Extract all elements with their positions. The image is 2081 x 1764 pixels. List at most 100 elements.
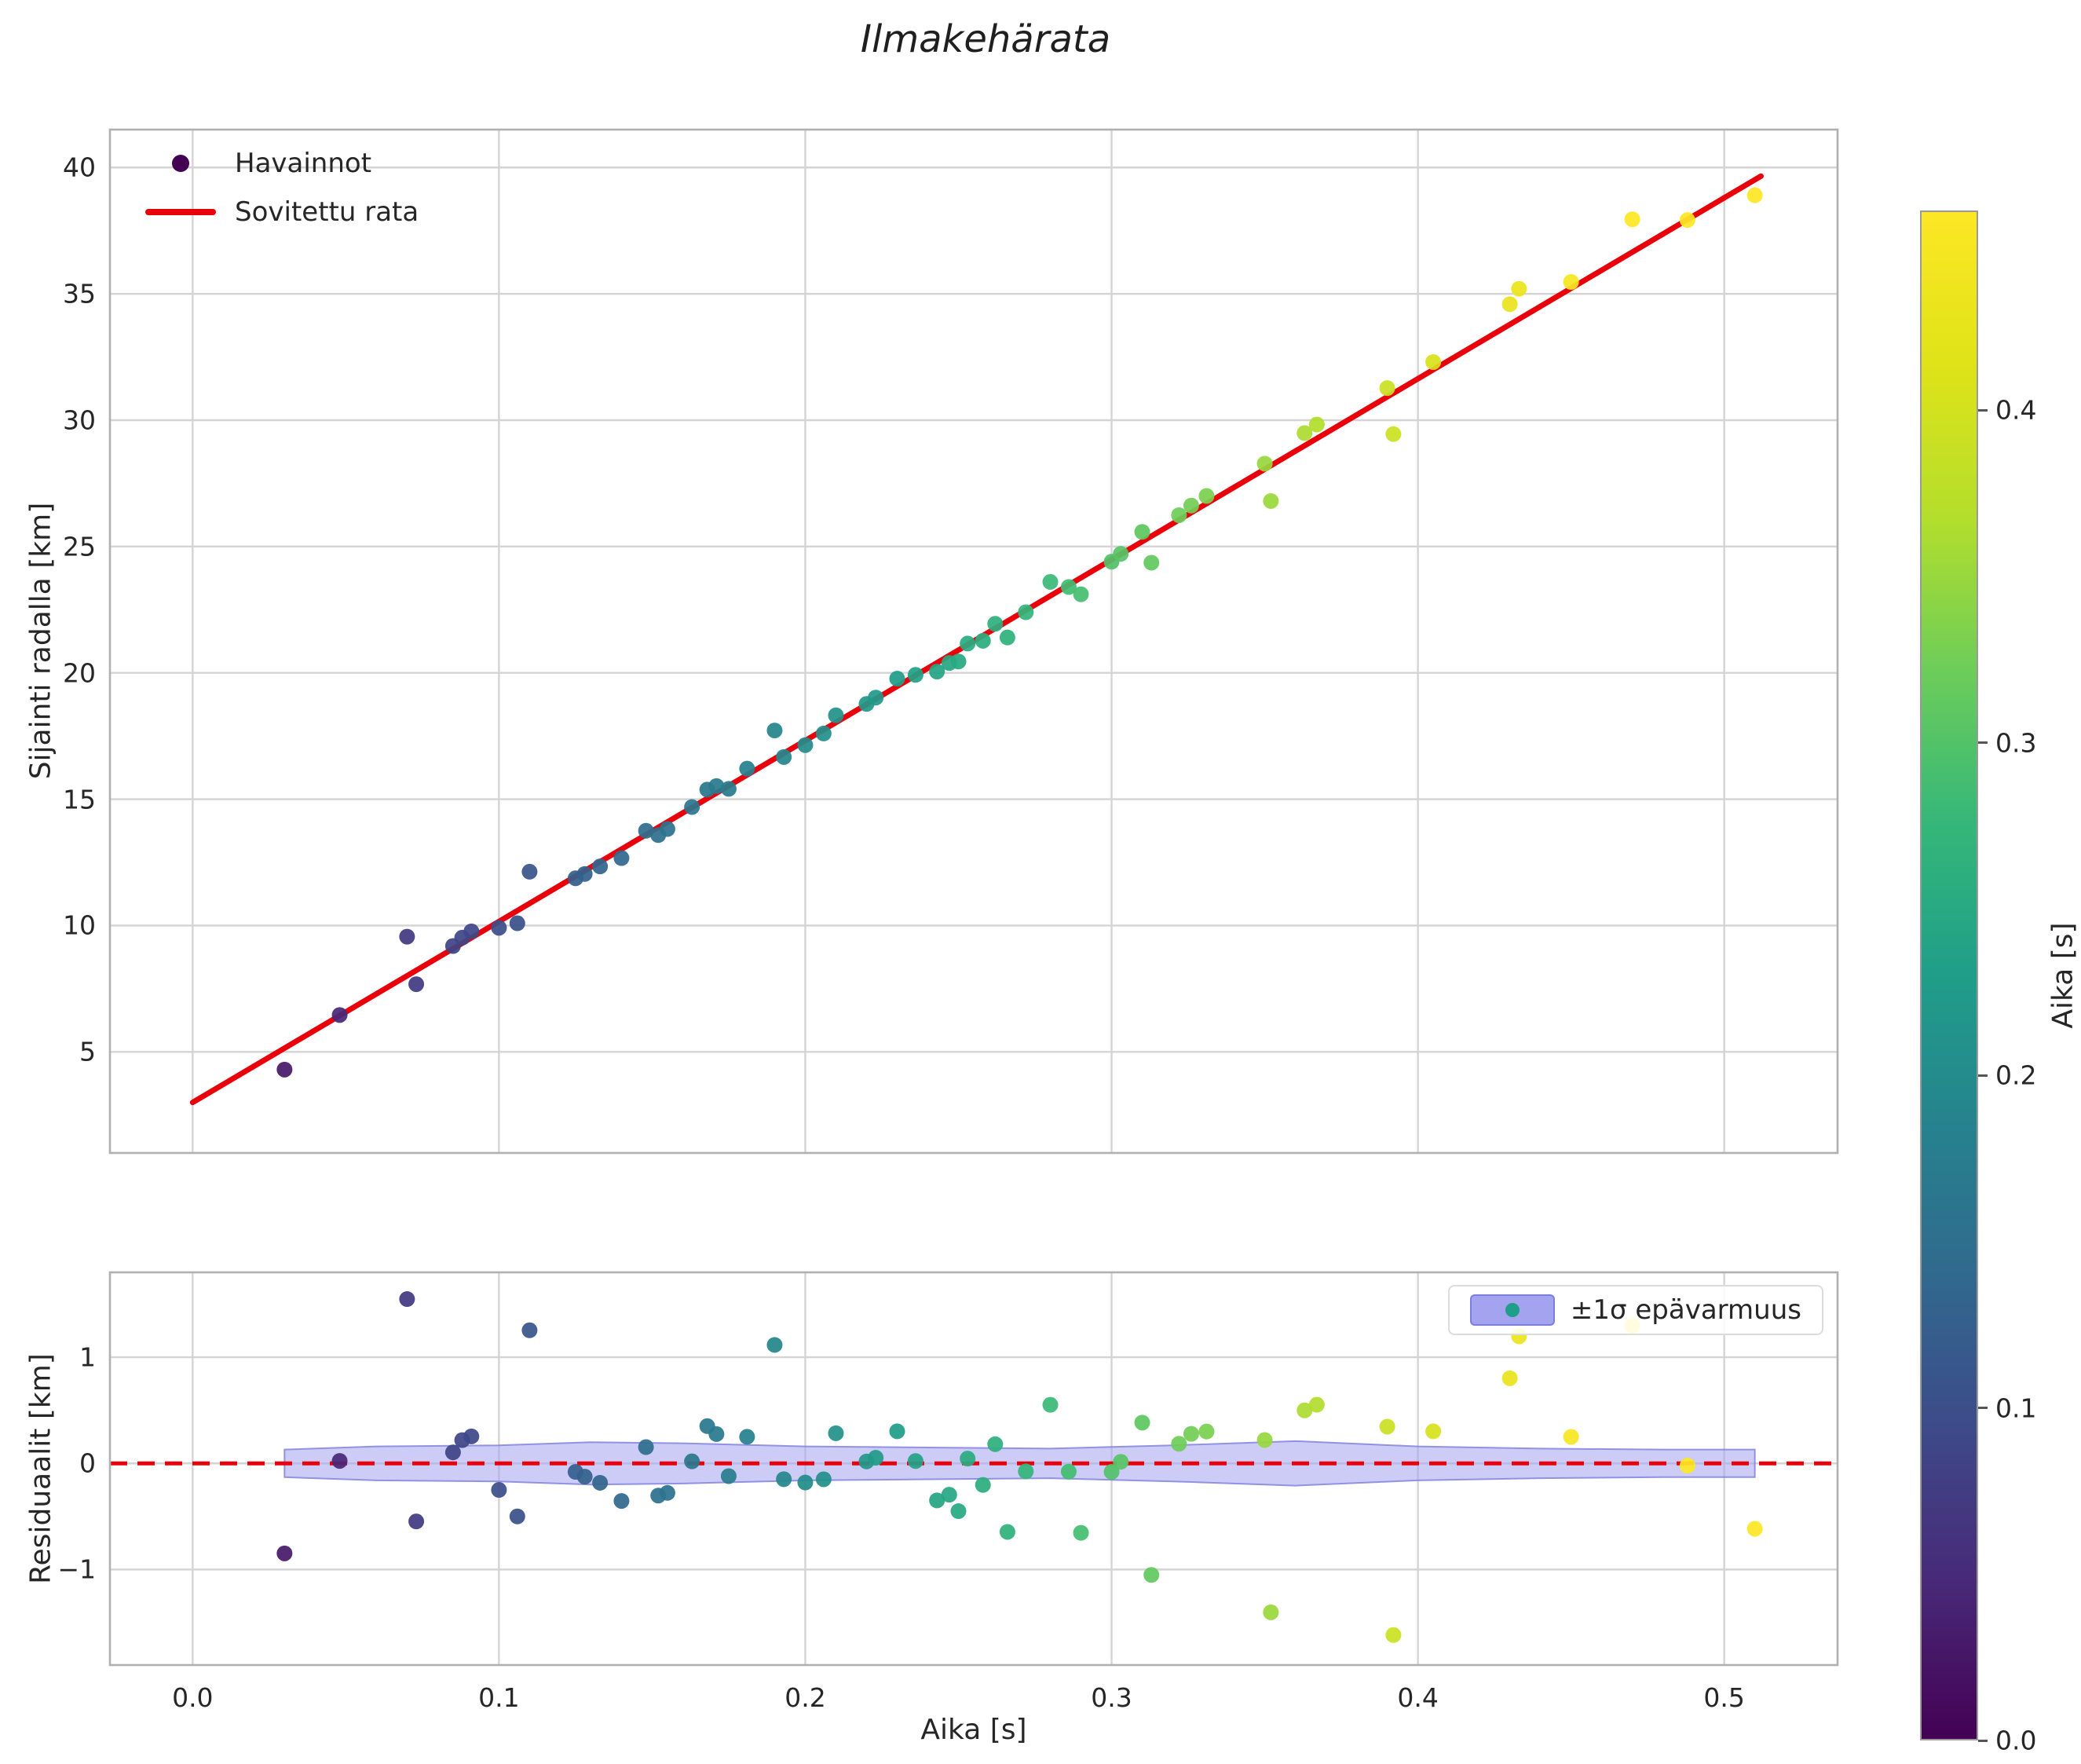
residual-point xyxy=(1297,1402,1313,1418)
residual-point xyxy=(1425,1423,1442,1440)
data-point xyxy=(1143,554,1160,571)
data-point xyxy=(276,1061,293,1078)
legend-marker-cell xyxy=(137,209,224,215)
residual-point xyxy=(960,1451,976,1467)
data-point xyxy=(1113,546,1129,562)
data-point xyxy=(1060,579,1077,595)
data-point xyxy=(1425,353,1442,370)
colorbar-tick-mark xyxy=(1978,1739,1988,1742)
axes-spine xyxy=(108,1271,1839,1667)
fit-line-icon xyxy=(145,209,216,215)
legend-marker-cell xyxy=(137,155,224,172)
data-point xyxy=(868,690,884,706)
data-point xyxy=(1563,274,1579,291)
data-point xyxy=(907,667,923,683)
x-tick-label: 0.1 xyxy=(478,1682,520,1713)
residual-point xyxy=(1018,1463,1034,1480)
residual-point xyxy=(708,1425,725,1442)
data-point xyxy=(1073,586,1089,602)
data-point xyxy=(1198,488,1215,504)
residual-point xyxy=(868,1450,884,1466)
legend-residuals: ±1σ epävarmuus xyxy=(1447,1285,1823,1335)
residual-point xyxy=(1746,1521,1763,1537)
residual-point xyxy=(1385,1627,1402,1643)
data-point xyxy=(1263,492,1279,509)
data-point xyxy=(975,632,991,649)
data-point xyxy=(960,635,976,652)
data-point xyxy=(1018,604,1034,620)
data-point xyxy=(797,737,814,753)
legend-top: Havainnot Sovitettu rata xyxy=(137,148,419,228)
data-point xyxy=(684,799,700,815)
data-point xyxy=(1746,187,1763,203)
x-tick-label: 0.5 xyxy=(1703,1682,1745,1713)
legend-entry-fit-line: Sovitettu rata xyxy=(137,196,419,228)
data-point xyxy=(1256,456,1273,472)
legend-entry-observations: Havainnot xyxy=(137,148,419,179)
chart-title: Ilmakehärata xyxy=(860,17,1111,61)
residual-point xyxy=(1563,1429,1579,1445)
y-tick-label: 40 xyxy=(63,152,96,183)
data-point xyxy=(592,858,609,875)
residual-point xyxy=(491,1482,507,1499)
residual-point xyxy=(929,1492,945,1509)
colorbar-tick-label: 0.0 xyxy=(1995,1725,2037,1756)
data-point xyxy=(1679,212,1695,229)
colorbar xyxy=(1920,210,1978,1740)
y-tick-label: 0 xyxy=(79,1447,96,1479)
y-tick-label: 20 xyxy=(63,657,96,689)
data-point xyxy=(929,664,945,680)
residual-point xyxy=(987,1436,1004,1452)
residual-point xyxy=(1379,1418,1395,1435)
residual-point xyxy=(638,1439,654,1455)
residual-point xyxy=(889,1423,905,1440)
y-tick-label: 15 xyxy=(63,784,96,815)
colorbar-tick-label: 0.3 xyxy=(1995,727,2037,759)
data-point xyxy=(399,928,415,945)
data-point xyxy=(889,671,905,687)
data-point xyxy=(491,920,507,936)
colorbar-tick-mark xyxy=(1978,1407,1988,1410)
residual-point xyxy=(408,1513,425,1530)
data-point xyxy=(815,725,832,741)
residual-point xyxy=(509,1508,525,1524)
data-point xyxy=(766,723,783,739)
residual-point xyxy=(1113,1454,1129,1470)
residual-point xyxy=(907,1453,923,1469)
residual-point xyxy=(797,1474,814,1491)
y-tick-label: 35 xyxy=(63,278,96,309)
colorbar-tick-mark xyxy=(1978,741,1988,745)
residual-point xyxy=(613,1493,630,1510)
y-axis-label-top: Sijainti radalla [km] xyxy=(24,502,57,780)
band-dot-icon xyxy=(1505,1303,1520,1317)
residual-point xyxy=(444,1444,461,1461)
residual-point xyxy=(720,1468,737,1484)
residual-point xyxy=(1073,1524,1089,1541)
y-tick-label: 25 xyxy=(63,531,96,562)
residual-point xyxy=(399,1291,415,1308)
data-point xyxy=(1042,573,1059,590)
residual-point xyxy=(1042,1396,1059,1413)
residual-point xyxy=(999,1524,1015,1540)
data-point xyxy=(720,781,737,797)
residual-point xyxy=(1198,1423,1215,1440)
colorbar-tick-mark xyxy=(1978,1074,1988,1077)
x-tick-label: 0.4 xyxy=(1397,1682,1439,1713)
y-axis-label-residuals: Residuaalit [km] xyxy=(24,1353,57,1584)
scatter-dot-icon xyxy=(172,155,189,172)
residual-point xyxy=(739,1429,755,1445)
axes-spine xyxy=(108,128,1839,1155)
residual-point xyxy=(1256,1432,1273,1448)
residual-point xyxy=(276,1545,293,1561)
residual-point xyxy=(1263,1604,1279,1620)
data-point xyxy=(1501,296,1518,313)
residual-point xyxy=(941,1487,957,1503)
residual-point xyxy=(1308,1396,1325,1413)
legend-label-observations: Havainnot xyxy=(235,148,372,179)
data-point xyxy=(1385,426,1402,442)
colorbar-tick-label: 0.1 xyxy=(1995,1393,2037,1424)
residual-point xyxy=(659,1484,675,1501)
data-point xyxy=(828,707,844,723)
